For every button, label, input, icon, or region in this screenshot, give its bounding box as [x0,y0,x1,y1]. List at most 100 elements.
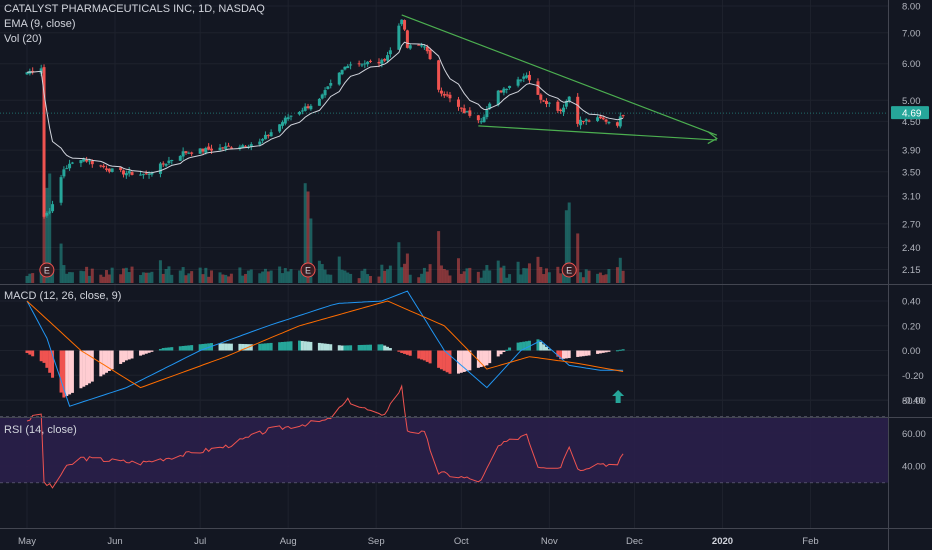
volume-bar [584,269,588,283]
up-arrow-shape [612,390,625,403]
candle-body [178,156,182,161]
candle-body [25,72,29,75]
rsi-line [26,384,624,489]
grid [0,0,888,528]
volume-bar [420,273,424,283]
candle-body [482,116,486,123]
macd-hist-bar [181,345,185,351]
trendline[interactable] [478,125,717,141]
volume-bar [405,253,409,283]
volume-bar [201,274,205,283]
candle-body [99,165,103,167]
macd-hist-bar [343,345,347,351]
candle-body [405,30,409,48]
macd-hist-bar [329,344,333,351]
volume-bar [496,260,500,283]
candle-body [263,134,267,140]
macd-tick-label: -0.40 [902,396,924,407]
volume-bar [119,274,123,283]
volume-bar [178,270,182,283]
volume-bar [85,266,89,283]
macd-hist-bar [201,343,205,351]
macd-hist-bar [556,350,560,357]
volume-bar [221,274,225,283]
volume-bar [357,278,361,283]
candle-body [408,45,412,49]
date-tick-label: Feb [802,536,818,547]
time-axis: May Jun Jul Aug Sep Oct Nov Dec 2020 Feb [18,536,819,547]
candle-body [346,66,350,69]
volume-bar [456,258,460,283]
candle-body [488,103,492,109]
volume-bar [161,273,165,283]
macd-hist-bar [51,350,55,378]
volume-bar [164,269,168,283]
volume-bar [218,272,222,283]
candle-body [439,90,443,94]
volume-bar [604,274,608,283]
candle-body [283,117,287,124]
candle-body [615,122,619,126]
volume-bar [522,268,526,283]
up-arrow-icon [612,390,625,403]
volume-bar [618,257,622,283]
volume-bar [306,191,310,283]
macd-hist-bar [170,347,174,351]
candle-body [584,119,588,122]
candle-body [496,90,500,105]
candle-body [340,69,344,75]
macd-hist-bar [525,341,529,351]
macd-hist-bar [340,345,344,351]
volume-bar [445,270,449,283]
earnings-marker[interactable] [561,262,577,278]
volume-bar [346,272,350,283]
volume-bar [62,265,66,283]
candle-body [218,147,222,151]
candle-body [598,116,602,119]
candle-body [465,111,469,113]
volume-bar [564,210,568,283]
macd-hist-bar [167,347,171,351]
candle-body [462,108,466,114]
candle-body [621,115,625,117]
earnings-marker[interactable] [39,262,55,278]
macd-hist-bar [388,348,392,351]
macd-hist-bar [508,347,512,351]
volume-bar [567,202,571,283]
macd-hist-bar [42,350,46,363]
macd-hist-bar [286,341,290,351]
volume-bar [462,271,466,283]
volume-bar [320,264,324,283]
volume-bar [280,273,284,283]
candle-body [229,147,233,149]
macd-hist-bar [229,343,233,351]
volume-bar [82,271,86,283]
candle-body [127,170,131,174]
price-tick-label: 6.00 [902,59,921,70]
date-tick-label: Nov [541,536,558,547]
candle-body [522,76,526,79]
rsi-tick-label: 60.00 [902,429,926,440]
volume-bar [621,270,625,283]
volume-bar [229,273,233,283]
macd-hist-bar [221,343,225,351]
trendline[interactable] [401,14,718,136]
volume-bar [286,271,290,283]
candle-body [141,174,145,176]
volume-bar [562,270,566,283]
macd-hist-bar [289,341,293,351]
macd-hist-bar [567,350,571,359]
candle-body [618,116,622,127]
candle-body [547,102,551,104]
macd-tick-label: 0.40 [902,297,921,308]
candle-body [445,94,449,96]
candles [25,19,625,219]
candle-body [604,119,608,122]
macd-hist-bar [499,350,503,355]
candle-body [207,146,211,150]
volume-bar [309,218,313,283]
volume-bar [556,266,560,283]
earnings-marker[interactable] [300,262,316,278]
macd-hist-bar [258,343,262,351]
